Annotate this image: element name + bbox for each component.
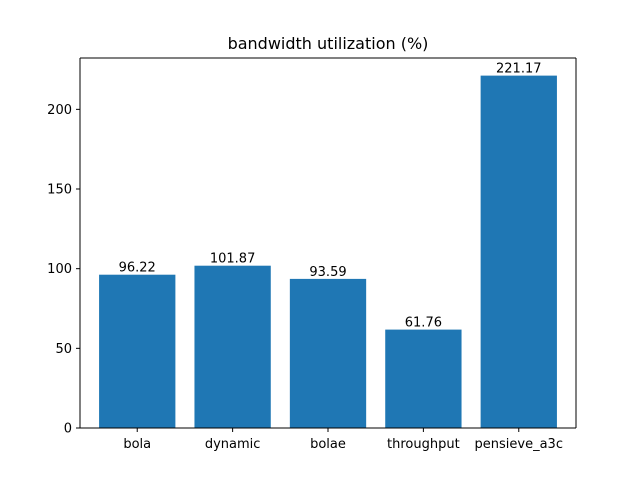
x-tick-label-bolae: bolae — [310, 437, 346, 452]
data-label-bolae: 93.59 — [309, 265, 346, 280]
x-tick-label-pensieve_a3c: pensieve_a3c — [475, 437, 563, 452]
data-label-throughput: 61.76 — [405, 316, 442, 331]
y-tick-label-150: 150 — [47, 183, 72, 198]
plot-area: 96.22 101.87 93.59 61.76 221.17 0 50 100 150 200 b… — [47, 57, 577, 452]
bar-throughput — [385, 329, 462, 428]
x-tick-label-throughput: throughput — [387, 437, 460, 452]
data-label-bola: 96.22 — [119, 261, 156, 276]
data-label-pensieve_a3c: 221.17 — [496, 62, 542, 77]
y-tick-label-200: 200 — [47, 103, 72, 118]
bar-dynamic — [194, 265, 271, 428]
bar-bola — [99, 274, 176, 428]
chart-title: bandwidth utilization (%) — [228, 34, 429, 53]
y-tick-label-100: 100 — [47, 262, 72, 277]
x-tick-label-bola: bola — [123, 437, 151, 452]
x-tick-label-dynamic: dynamic — [205, 437, 261, 452]
bar-bolae — [289, 278, 367, 428]
bar-pensieve_a3c — [480, 75, 557, 429]
y-tick-label-50: 50 — [55, 342, 72, 357]
data-label-dynamic: 101.87 — [210, 252, 256, 267]
y-tick-label-0: 0 — [64, 422, 72, 437]
